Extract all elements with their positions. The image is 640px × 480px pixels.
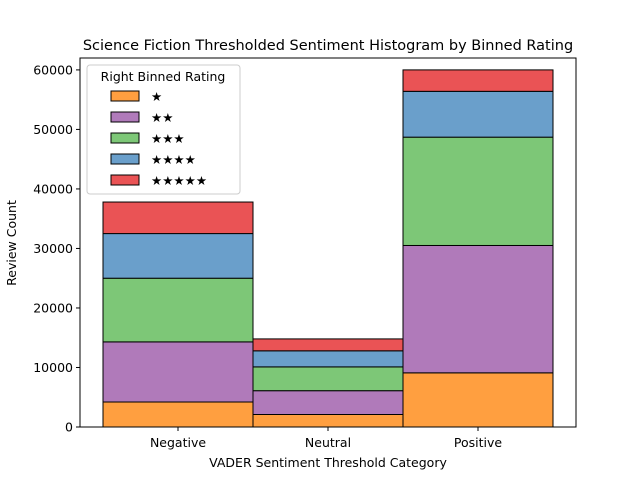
legend-label-5: ★★★★★: [151, 173, 207, 188]
bar-negative-series-2: [102, 341, 254, 403]
legend-label-3: ★★★: [151, 131, 185, 146]
bar-positive-series-2: [402, 244, 554, 374]
legend-swatch-1: [110, 90, 140, 102]
y-tick-label: 30000: [33, 241, 73, 256]
y-tick-label: 10000: [33, 360, 73, 375]
x-tick-label-negative: Negative: [150, 435, 206, 450]
bar-neutral-series-1: [252, 414, 404, 428]
bar-neutral-series-5: [252, 338, 404, 352]
bar-neutral-series-4: [252, 350, 404, 368]
bar-neutral-series-3: [252, 366, 404, 392]
x-axis-label: VADER Sentiment Threshold Category: [209, 455, 447, 470]
y-axis-label: Review Count: [4, 200, 19, 286]
legend-swatch-5: [110, 174, 140, 186]
y-tick-label: 20000: [33, 300, 73, 315]
legend-swatch-3: [110, 132, 140, 144]
legend-title: Right Binned Rating: [101, 69, 226, 84]
legend-swatch-2: [110, 111, 140, 123]
legend-label-4: ★★★★: [151, 152, 196, 167]
y-tick-label: 50000: [33, 122, 73, 137]
x-tick-label-positive: Positive: [454, 435, 502, 450]
chart-title: Science Fiction Thresholded Sentiment Hi…: [83, 38, 573, 54]
bars-layer: [102, 69, 554, 428]
legend: Right Binned Rating★★★★★★★★★★★★★★★: [86, 64, 241, 195]
bar-negative-series-5: [102, 201, 254, 235]
bar-positive-series-4: [402, 90, 554, 138]
bar-positive-series-1: [402, 372, 554, 428]
axes-layer: 0 10000 20000 30000 40000 50000 60000 Negative N…: [33, 57, 577, 450]
y-tick-label: 40000: [33, 181, 73, 196]
legend-swatch-4: [110, 153, 140, 165]
bar-positive-series-5: [402, 69, 554, 92]
bar-positive-series-3: [402, 136, 554, 246]
legend-label-2: ★★: [151, 110, 173, 125]
bar-negative-series-4: [102, 233, 254, 279]
y-tick-label: 60000: [33, 62, 73, 77]
bar-neutral-series-2: [252, 390, 404, 416]
x-tick-label-neutral: Neutral: [305, 435, 351, 450]
y-tick-label: 0: [65, 420, 73, 435]
legend-label-1: ★: [151, 89, 162, 104]
bar-negative-series-1: [102, 401, 254, 428]
bar-negative-series-3: [102, 277, 254, 343]
